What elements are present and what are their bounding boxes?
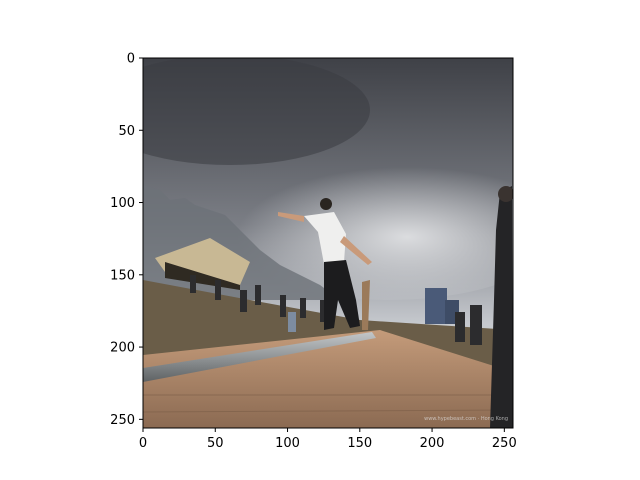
skater-head [320, 198, 332, 210]
skater-shirt [304, 212, 346, 264]
bystander [490, 186, 513, 428]
y-tick-label: 100 [110, 196, 135, 211]
x-tick-label: 100 [275, 436, 300, 451]
axes-frame [142, 57, 514, 429]
x-tick-label: 250 [492, 436, 517, 451]
skater-arm-left [278, 212, 304, 222]
tent-shadow [165, 262, 240, 290]
x-tick-label: 0 [139, 436, 147, 451]
y-axis: 0 50 100 150 200 250 [110, 52, 143, 428]
crowd [190, 275, 482, 345]
skateboarder [278, 198, 372, 330]
bystander-head [498, 186, 513, 202]
y-tick-label: 150 [110, 268, 135, 283]
cloud-break [220, 160, 513, 300]
photo: www.hypebeast.com · Hong Kong [143, 58, 513, 428]
ramp-planks [143, 394, 513, 413]
y-tick-label: 250 [110, 413, 135, 428]
building [425, 288, 447, 324]
watermark: www.hypebeast.com · Hong Kong [424, 416, 508, 422]
y-tick-label: 200 [110, 341, 135, 356]
dark-cloud [143, 58, 370, 165]
x-tick-label: 200 [420, 436, 445, 451]
x-tick-label: 150 [347, 436, 372, 451]
skater-arm-right [340, 236, 372, 265]
x-tick-label: 50 [207, 436, 224, 451]
rail [143, 332, 376, 382]
skater-legs [324, 260, 360, 330]
x-axis: 0 50 100 150 200 250 [139, 428, 517, 451]
skateboard [362, 280, 370, 330]
y-tick-label: 0 [127, 52, 135, 67]
y-tick-label: 50 [118, 124, 135, 139]
